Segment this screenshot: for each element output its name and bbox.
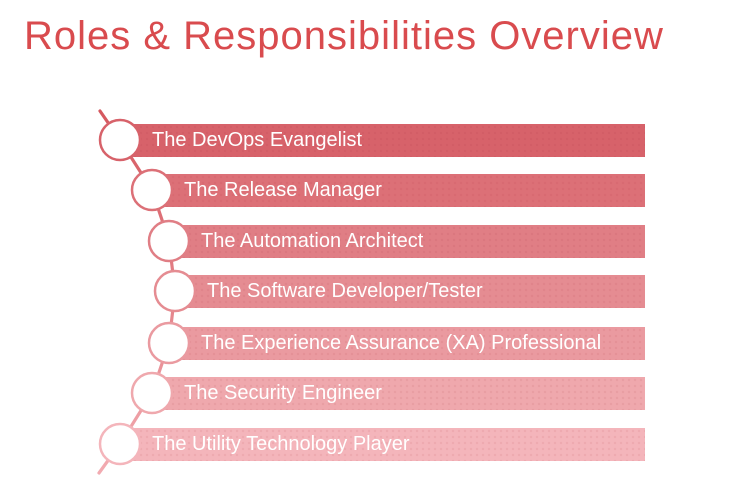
role-bar: The Automation Architect <box>169 225 645 258</box>
role-label: The Release Manager <box>184 179 382 201</box>
role-bar: The Utility Technology Player <box>120 428 645 461</box>
role-bar: The Experience Assurance (XA) Profession… <box>169 327 645 360</box>
page-title: Roles & Responsibilities Overview <box>24 14 664 58</box>
role-bar: The Security Engineer <box>152 377 645 410</box>
role-label: The Security Engineer <box>184 382 382 404</box>
role-bar: The Software Developer/Tester <box>175 275 645 308</box>
role-label: The Utility Technology Player <box>152 433 410 455</box>
role-label: The Software Developer/Tester <box>207 280 483 302</box>
role-bar: The DevOps Evangelist <box>120 124 645 157</box>
role-bar: The Release Manager <box>152 174 645 207</box>
role-label: The Automation Architect <box>201 230 424 252</box>
role-label: The Experience Assurance (XA) Profession… <box>201 332 602 354</box>
role-label: The DevOps Evangelist <box>152 129 363 151</box>
